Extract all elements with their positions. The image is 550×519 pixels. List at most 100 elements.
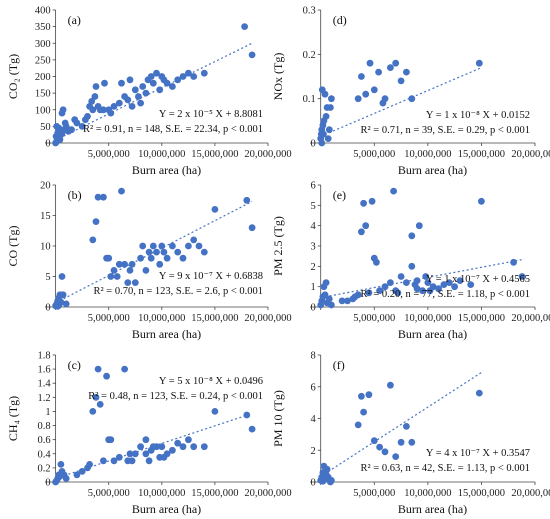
y-tick-label: 1.2 [37, 393, 50, 404]
y-axis-label: NOx (Tg) [271, 53, 285, 101]
x-tick-label: 5,000,000 [353, 488, 395, 499]
data-point [156, 260, 164, 268]
data-point [174, 248, 182, 256]
data-point [456, 277, 464, 284]
regression-stats: R² = 0.91, n = 148, S.E. = 22.34, p < 0.… [83, 124, 263, 135]
y-tick-label: 0.1 [303, 94, 316, 105]
data-point [105, 254, 113, 262]
x-tick-label: 15,000,000 [458, 488, 505, 499]
data-point [338, 297, 346, 305]
data-point [354, 291, 362, 299]
panel-label: (f) [333, 358, 345, 372]
data-point [451, 283, 458, 291]
data-point [145, 248, 153, 256]
y-axis-label: PM 10 (Tg) [271, 390, 285, 447]
data-point [135, 93, 142, 100]
regression-stats: R² = 0.70, n = 123, S.E. = 2.6, p < 0.00… [94, 286, 263, 297]
x-tick-label: 5,000,000 [88, 488, 130, 499]
data-point [124, 279, 132, 286]
data-point [394, 289, 402, 297]
data-point [142, 89, 150, 97]
y-tick-label: 400 [35, 6, 51, 17]
x-tick-label: 10,000,000 [138, 313, 185, 324]
data-point [327, 104, 334, 111]
data-point [475, 389, 483, 397]
data-point [52, 132, 60, 140]
data-point [403, 423, 410, 430]
chart-panel-4: 0 1 2 3 4 5 6 5,000,000 10,000,000 15,000,000 20,0… [271, 181, 550, 342]
regression-stats: R² = 0.63, n = 42, S.E. = 1.13, p < 0.00… [361, 463, 530, 474]
data-point [121, 365, 128, 373]
data-point [392, 59, 400, 67]
regression-equation: Y = 4 x 10⁻⁷ X + 0.3547 [426, 448, 530, 459]
data-point [475, 59, 483, 67]
data-point [88, 98, 96, 105]
data-point [115, 453, 123, 461]
data-point [73, 119, 81, 127]
data-point [137, 443, 145, 451]
data-point [89, 408, 97, 415]
y-tick-label: 0.2 [37, 463, 50, 474]
data-point [387, 381, 394, 389]
y-tick-label: 1.8 [37, 351, 50, 362]
data-point [94, 365, 102, 373]
data-point [92, 218, 100, 226]
regression-stats: R² = 0.48, n = 123, S.E. = 0.24, p < 0.0… [88, 391, 263, 402]
data-point [426, 287, 434, 295]
data-point [100, 106, 107, 114]
x-tick-label: 5,000,000 [353, 313, 395, 324]
x-axis-label: Burn area (ha) [132, 163, 201, 177]
trend-line [320, 258, 525, 299]
data-point [142, 450, 150, 458]
data-point [89, 106, 97, 114]
data-point [354, 421, 362, 429]
data-point [415, 222, 423, 230]
x-tick-label: 20,000,000 [244, 488, 291, 499]
data-point [137, 254, 145, 262]
x-axis-label: Burn area (ha) [398, 502, 467, 516]
data-point [328, 95, 335, 103]
y-tick-label: 1.6 [37, 365, 50, 376]
x-tick-label: 15,000,000 [191, 313, 238, 324]
data-point [142, 267, 150, 274]
data-point [381, 95, 389, 103]
data-point [368, 197, 376, 205]
data-point [58, 273, 66, 280]
data-point [322, 113, 330, 120]
data-point [59, 106, 67, 114]
x-tick-label: 20,000,000 [511, 313, 550, 324]
x-axis-label: Burn area (ha) [398, 327, 467, 341]
data-point [142, 436, 150, 444]
data-point [435, 285, 442, 293]
data-point [153, 248, 160, 256]
x-tick-label: 10,000,000 [404, 313, 451, 324]
data-point [392, 453, 400, 460]
data-point [149, 79, 157, 87]
data-point [185, 69, 192, 77]
regression-stats: R² = 0.71, n = 39, S.E. = 0.29, p < 0.00… [361, 125, 530, 136]
y-tick-label: 2 [310, 262, 315, 273]
data-point [78, 468, 86, 475]
data-point [139, 242, 147, 250]
data-point [139, 83, 147, 90]
x-axis-label: Burn area (ha) [132, 502, 201, 516]
x-tick-label: 15,000,000 [458, 313, 505, 324]
data-point [169, 446, 176, 454]
data-point [62, 300, 70, 308]
y-tick-label: 0 [310, 303, 315, 314]
data-point [126, 76, 134, 84]
data-point [110, 267, 118, 274]
data-point [408, 262, 416, 270]
data-point [68, 126, 75, 134]
x-tick-label: 10,000,000 [404, 488, 451, 499]
y-tick-label: 1 [45, 407, 50, 418]
y-tick-label: 6 [310, 382, 315, 393]
chart-panel-3: 0 5 10 15 20 5,000,000 10,000,000 15,000,000 20,… [6, 181, 292, 342]
data-point [373, 258, 380, 266]
y-tick-label: 10 [40, 242, 51, 253]
data-point [365, 391, 373, 399]
panel-label: (d) [333, 13, 347, 27]
data-point [360, 408, 367, 416]
chart-panel-1: 0 50 100 150 200 250 300 350 400 5,000,000 10,000,… [6, 6, 292, 178]
